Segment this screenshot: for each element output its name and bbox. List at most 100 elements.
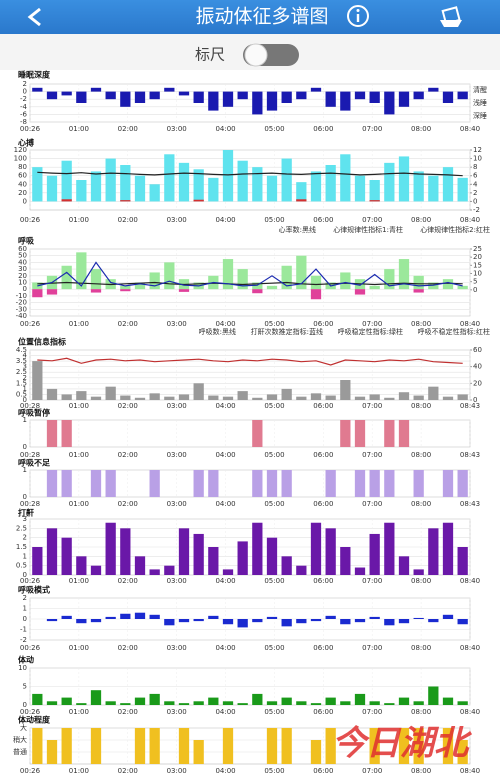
- bar: [369, 728, 380, 764]
- x-tick-label: 00:26: [20, 320, 41, 328]
- x-tick-label: 07:00: [362, 320, 382, 328]
- x-tick-label: 04:00: [215, 216, 235, 224]
- bar: [296, 255, 307, 290]
- x-tick-label: 08:00: [411, 577, 431, 585]
- share-button[interactable]: [440, 6, 462, 27]
- bar: [193, 169, 204, 202]
- bar: [369, 91, 380, 103]
- x-tick-label: 00:26: [20, 216, 41, 224]
- bar: [90, 728, 102, 764]
- bar: [398, 420, 410, 447]
- y2-label: 浅睡: [473, 98, 487, 107]
- bar: [428, 619, 439, 623]
- bar: [266, 285, 278, 290]
- bar: [442, 91, 454, 103]
- bar: [266, 616, 278, 619]
- bar: [120, 703, 131, 705]
- legend-entry: 打鼾次数推定指标:蓝线: [251, 327, 323, 336]
- y2-tick-label: 6: [473, 172, 478, 180]
- bar: [398, 556, 410, 575]
- page-title: 振动体征多谱图: [195, 6, 328, 28]
- bar: [149, 393, 160, 400]
- ruler-toggle[interactable]: [243, 43, 299, 67]
- bar: [457, 91, 468, 100]
- x-tick-label: 05:00: [264, 644, 284, 652]
- bar: [442, 614, 454, 619]
- bar: [413, 617, 424, 619]
- x-tick-label: 02:00: [118, 216, 138, 224]
- bar: [61, 420, 72, 447]
- y-tick-label: 20: [18, 272, 27, 280]
- bar: [281, 470, 292, 497]
- bar: [134, 556, 146, 575]
- y-tick-label: -20: [16, 299, 27, 307]
- bar: [398, 259, 410, 290]
- y-tick-label: -1: [20, 626, 27, 634]
- bar: [105, 522, 116, 575]
- bar: [369, 470, 380, 497]
- y-tick-label: -2: [20, 636, 27, 644]
- bar: [442, 470, 454, 497]
- y-tick-label: 20: [18, 189, 27, 197]
- y-tick-label: 0: [23, 571, 27, 579]
- x-tick-label: 06:00: [313, 577, 333, 585]
- bar: [384, 91, 395, 115]
- x-tick-label: 08:40: [460, 125, 480, 133]
- bar: [208, 615, 219, 619]
- bar: [413, 701, 424, 705]
- bar: [46, 470, 58, 497]
- bar: [428, 386, 439, 400]
- bar: [134, 91, 146, 103]
- bar: [340, 547, 351, 575]
- bar: [413, 171, 424, 202]
- x-tick-label: 04:00: [215, 500, 235, 508]
- bar: [325, 165, 336, 202]
- y-tick-label: -8: [20, 118, 27, 126]
- bar: [90, 289, 102, 293]
- bar: [46, 91, 58, 100]
- panel-title: 打鼾: [18, 508, 34, 518]
- x-tick-label: 00:26: [20, 767, 41, 775]
- x-tick-label: 03:00: [167, 767, 187, 775]
- bar: [237, 541, 248, 575]
- bar: [413, 91, 424, 100]
- bar: [178, 289, 190, 292]
- bar: [32, 728, 43, 764]
- bar: [252, 282, 263, 290]
- legend-entry: 心律规律性指标2:红柱: [420, 225, 490, 234]
- bar: [369, 616, 380, 619]
- bar: [32, 167, 43, 202]
- bar: [252, 289, 263, 294]
- bar: [105, 616, 116, 619]
- bar: [32, 361, 43, 400]
- bar: [61, 537, 72, 575]
- bar: [281, 619, 292, 627]
- y-tick-label: -4: [20, 103, 28, 111]
- bar: [442, 396, 454, 400]
- bar: [90, 565, 102, 575]
- y2-tick-label: 25: [473, 245, 482, 253]
- bar: [222, 728, 234, 764]
- x-tick-label: 00:26: [20, 644, 41, 652]
- bar: [149, 272, 160, 290]
- y2-tick-label: 5: [473, 278, 477, 286]
- bar: [164, 565, 175, 575]
- y2-tick-label: 60: [473, 346, 482, 354]
- bar: [222, 91, 234, 107]
- y-tick-label: 0: [23, 443, 27, 451]
- x-tick-label: 03:00: [167, 577, 187, 585]
- bar: [369, 180, 380, 202]
- x-tick-label: 02:00: [118, 500, 138, 508]
- bar: [354, 91, 366, 100]
- bar: [310, 522, 322, 575]
- x-tick-label: 01:00: [69, 577, 89, 585]
- info-button[interactable]: [347, 5, 369, 27]
- bar: [384, 470, 395, 497]
- bar: [442, 167, 454, 202]
- back-button[interactable]: [27, 7, 41, 27]
- bar: [281, 728, 292, 764]
- x-tick-label: 06:00: [313, 500, 333, 508]
- bar: [252, 420, 263, 447]
- bar: [252, 397, 263, 400]
